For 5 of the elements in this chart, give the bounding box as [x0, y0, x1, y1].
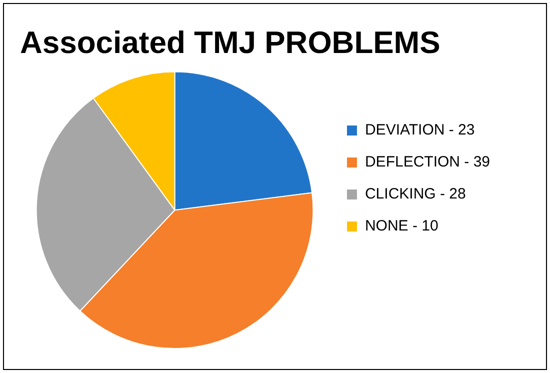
legend-label: CLICKING - 28	[364, 186, 466, 203]
legend-label: DEFLECTION - 39	[364, 154, 490, 171]
legend-label: DEVIATION - 23	[364, 122, 475, 139]
chart-title: Associated TMJ PROBLEMS	[20, 25, 440, 60]
legend-label: NONE - 10	[364, 218, 438, 235]
